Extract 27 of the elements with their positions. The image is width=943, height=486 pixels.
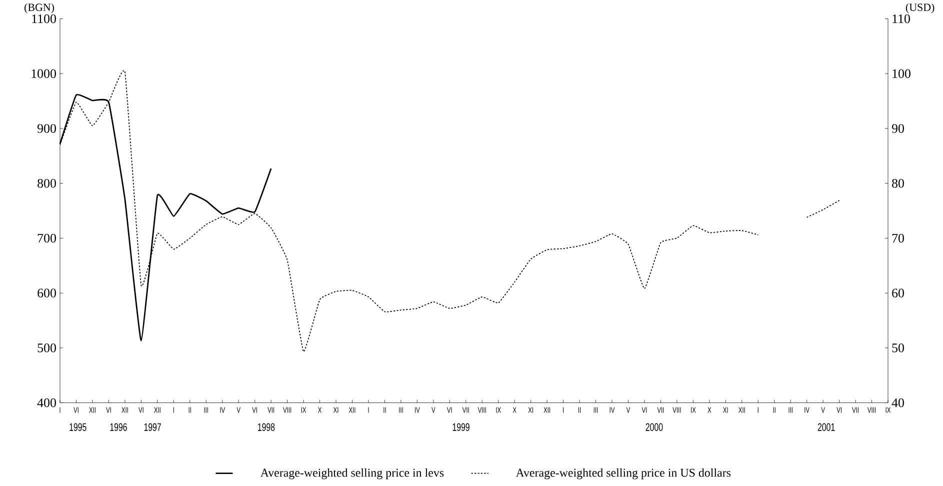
y2-tick-label: 110 bbox=[892, 14, 910, 24]
y-axis-title: (BGN) bbox=[24, 3, 54, 14]
legend-label: Average-weighted selling price in US dollars bbox=[516, 468, 731, 480]
y-tick-label: 900 bbox=[37, 124, 56, 133]
text: 1996 bbox=[110, 423, 127, 432]
y2-tick-label: 100 bbox=[892, 69, 910, 78]
y2-tick-label: 50 bbox=[892, 344, 904, 352]
text: 1999 bbox=[452, 423, 470, 432]
text: 2001 bbox=[818, 423, 835, 432]
legend-label: Average-weighted selling price in levs bbox=[260, 468, 444, 480]
y2-tick-label: 90 bbox=[892, 124, 904, 133]
y2-tick-label: 80 bbox=[892, 179, 904, 188]
y-tick-label: 600 bbox=[38, 288, 56, 298]
y2-tick-label: 70 bbox=[892, 234, 904, 243]
y-tick-label: 800 bbox=[38, 179, 56, 188]
y-tick-label: 500 bbox=[38, 344, 56, 352]
text: 1997 bbox=[144, 423, 161, 432]
y-tick-label: 1100 bbox=[32, 14, 56, 24]
text: 1995 bbox=[70, 423, 86, 432]
y2-tick-label: 40 bbox=[892, 398, 904, 408]
text: 1998 bbox=[258, 423, 275, 432]
y2-axis-title: (USD) bbox=[906, 3, 934, 14]
y-tick-label: 400 bbox=[37, 398, 56, 408]
y2-tick-label: 60 bbox=[892, 288, 904, 298]
y-tick-label: 1000 bbox=[32, 69, 56, 78]
y-tick-label: 700 bbox=[38, 234, 56, 243]
text: 2000 bbox=[646, 423, 663, 432]
